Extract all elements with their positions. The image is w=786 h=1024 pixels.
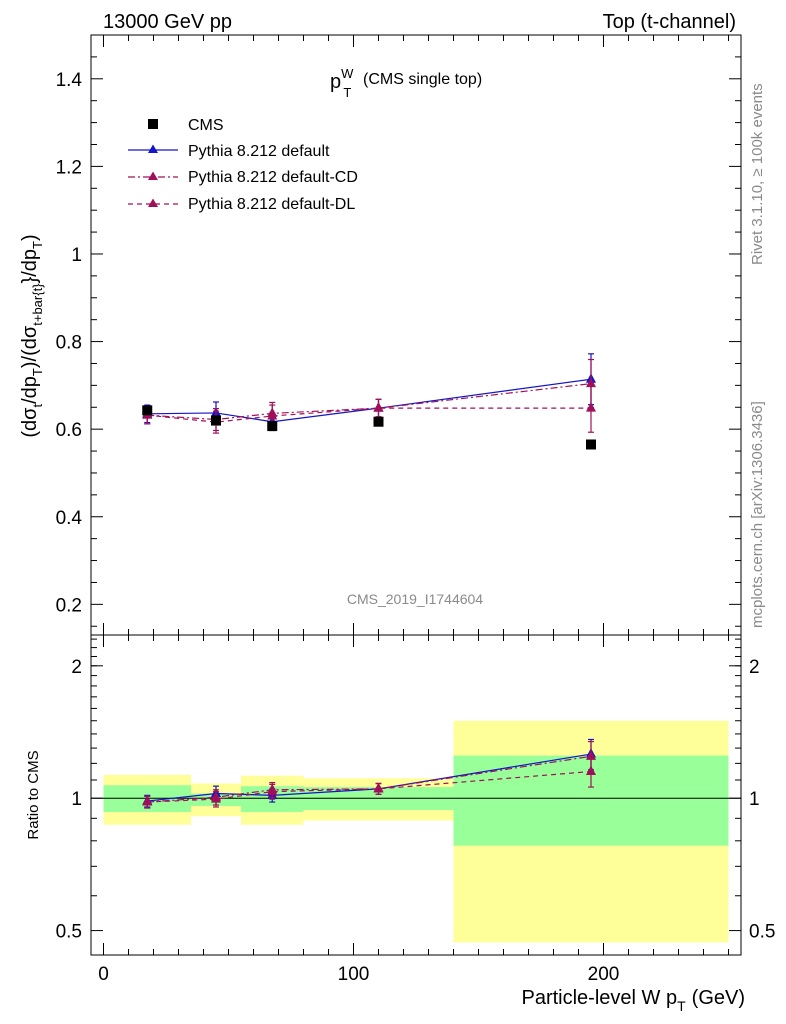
ratio-y-tick-label-left: 2 [71, 657, 82, 678]
main-y-tick-label: 0.2 [56, 595, 82, 616]
main-panel-series [142, 353, 596, 434]
header-right: Top (t-channel) [603, 11, 736, 33]
main-y-tick-label: 1.2 [56, 157, 82, 178]
main-panel-cms-data [142, 405, 596, 450]
ratio-y-tick-label-left: 0.5 [56, 922, 82, 943]
legend-triangle-marker [148, 198, 158, 207]
main-y-axis-label: (dσt/dpT)/(dσt+bar{t}}/dpT) [19, 234, 45, 437]
legend-triangle-marker [148, 171, 158, 180]
legend-label-cms: CMS [188, 117, 224, 134]
title-extra: (CMS single top) [363, 71, 482, 88]
x-axis-label: Particle-level W pT (GeV) [521, 987, 745, 1014]
cms-data-point-2 [267, 421, 278, 432]
main-y-tick-label: 0.4 [56, 508, 83, 529]
main-marker-2-3 [373, 402, 384, 412]
main-y-tick-label: 0.6 [56, 420, 82, 441]
header-left: 13000 GeV pp [103, 11, 232, 33]
ratio-y-tick-label-right: 2 [749, 657, 760, 678]
ratio-marker-2-2 [267, 785, 278, 796]
main-line-2 [147, 407, 591, 423]
legend: CMS Pythia 8.212 default Pythia 8.212 de… [128, 117, 358, 213]
legend-square-marker [148, 119, 158, 129]
ratio-y-tick-label-left: 1 [71, 789, 82, 810]
main-y-tick-label: 1.4 [56, 70, 83, 91]
ratio-marker-2-3 [373, 782, 384, 793]
ratio-marker-2-4 [586, 765, 596, 775]
ratio-marker-2-1 [211, 793, 221, 803]
title-subscript: T [343, 85, 351, 100]
cms-data-point-0 [142, 405, 153, 416]
main-y-tick-label: 1 [71, 245, 82, 266]
x-tick-label: 0 [98, 964, 109, 985]
cms-data-point-4 [586, 439, 596, 450]
x-tick-label: 100 [338, 964, 370, 985]
main-marker-2-2 [267, 410, 278, 420]
legend-triangle-marker [148, 144, 158, 153]
x-tick-label: 200 [588, 964, 620, 985]
cms-data-point-1 [211, 415, 221, 426]
main-plot-title: pW T [330, 66, 354, 100]
main-y-tick-label: 0.8 [56, 333, 82, 354]
legend-label-default: Pythia 8.212 default [188, 143, 330, 160]
legend-entry-cms: CMS [148, 117, 224, 134]
legend-label-cd: Pythia 8.212 default-CD [188, 169, 358, 186]
axes: 0.2 0.4 0.6 0.8 1 1.2 1.4 0 100 200 0.5 0.5 1 1 2 2 [56, 34, 775, 985]
main-marker-2-4 [586, 402, 596, 412]
ratio-line-2 [147, 770, 592, 803]
analysis-watermark: CMS_2019_I1744604 [347, 591, 483, 607]
ratio-y-tick-label-right: 0.5 [749, 922, 775, 943]
title-superscript: W [341, 66, 354, 81]
ratio-panel-series [142, 738, 596, 809]
legend-label-dl: Pythia 8.212 default-DL [188, 196, 355, 213]
rivet-version-label: Rivet 3.1.10, ≥ 100k events [749, 83, 766, 265]
ratio-marker-2-0 [142, 796, 153, 806]
ratio-y-tick-label-right: 1 [749, 789, 760, 810]
legend-entry-dl: Pythia 8.212 default-DL [128, 196, 355, 213]
ratio-panel-frame [90, 634, 742, 956]
cms-data-point-3 [373, 416, 384, 427]
main-marker-1-4 [586, 377, 596, 388]
ratio-uncertainty-bands [103, 720, 729, 943]
mcplots-label: mcplots.cern.ch [arXiv:1306.3436] [749, 401, 766, 628]
ratio-y-axis-label: Ratio to CMS [25, 750, 42, 839]
legend-entry-default: Pythia 8.212 default [128, 143, 330, 160]
title-main: p [330, 71, 341, 93]
legend-entry-cd: Pythia 8.212 default-CD [128, 169, 358, 186]
